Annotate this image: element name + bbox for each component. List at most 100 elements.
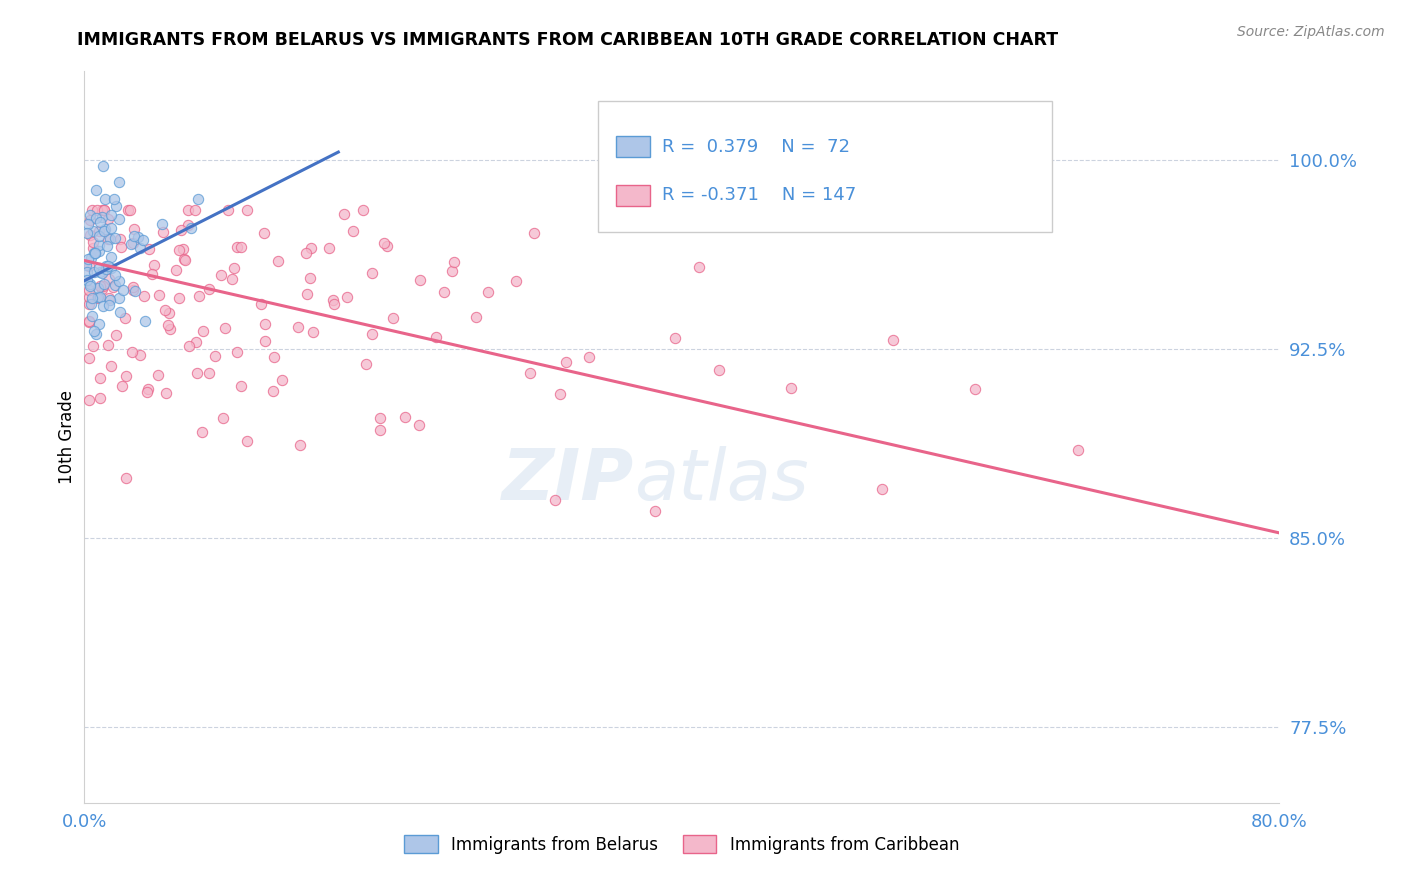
Point <box>141 267 163 281</box>
Point <box>382 311 405 326</box>
Point <box>433 285 456 299</box>
Point <box>121 345 143 359</box>
Point <box>100 359 122 374</box>
Point <box>97 292 120 306</box>
Point <box>191 425 214 439</box>
Point <box>79 227 101 242</box>
Point <box>193 324 215 338</box>
Point <box>83 246 105 260</box>
Point <box>134 314 156 328</box>
Point <box>1067 443 1090 458</box>
Point <box>441 263 464 277</box>
Point <box>100 208 122 222</box>
Point <box>373 236 395 251</box>
Point <box>87 261 110 276</box>
Point <box>76 252 98 266</box>
Point <box>709 363 731 377</box>
Point <box>198 282 221 296</box>
Point <box>89 244 111 259</box>
Point <box>170 223 193 237</box>
Point <box>132 289 155 303</box>
Point <box>93 224 115 238</box>
Point <box>103 192 125 206</box>
Point <box>97 211 120 226</box>
Point <box>361 267 384 281</box>
Point <box>89 371 111 385</box>
Point <box>477 285 499 299</box>
Point <box>110 305 132 319</box>
Point <box>368 410 391 425</box>
Point <box>287 320 309 334</box>
Point <box>110 232 132 246</box>
Point <box>89 215 111 229</box>
Point <box>91 266 114 280</box>
Point <box>100 220 122 235</box>
Text: R = -0.371    N = 147: R = -0.371 N = 147 <box>662 186 856 204</box>
Text: R =  0.379    N =  72: R = 0.379 N = 72 <box>662 137 849 156</box>
Point <box>177 203 200 218</box>
Point <box>84 326 107 341</box>
Point <box>131 233 153 247</box>
Point <box>135 385 157 400</box>
Point <box>394 410 416 425</box>
Point <box>83 324 105 338</box>
Point <box>368 423 391 437</box>
Point <box>77 315 100 329</box>
Point <box>86 203 108 218</box>
Point <box>236 434 259 449</box>
Point <box>103 231 125 245</box>
Point <box>98 298 121 312</box>
Point <box>550 386 572 401</box>
Point <box>94 259 117 273</box>
Point <box>157 318 180 332</box>
Point <box>127 230 149 244</box>
Point <box>302 326 325 340</box>
Point <box>298 270 321 285</box>
Point <box>89 279 111 293</box>
Point <box>250 297 273 311</box>
Point <box>212 410 235 425</box>
Point <box>505 274 527 288</box>
Point <box>93 203 115 218</box>
Point <box>177 219 200 233</box>
Point <box>425 329 447 343</box>
Point <box>165 263 187 277</box>
Point <box>159 322 181 336</box>
Point <box>79 213 101 227</box>
Point <box>121 279 143 293</box>
Point <box>122 229 145 244</box>
Point <box>100 251 122 265</box>
Point <box>84 183 107 197</box>
Point <box>77 259 100 273</box>
Point <box>150 217 173 231</box>
Point <box>519 366 541 380</box>
Point <box>254 317 277 331</box>
Point <box>77 297 100 311</box>
Point <box>87 281 110 295</box>
Point <box>89 224 111 238</box>
Point <box>187 193 209 207</box>
Point <box>299 242 322 256</box>
Point <box>93 203 115 218</box>
Point <box>226 239 249 253</box>
Point <box>578 350 600 364</box>
Point <box>173 252 195 267</box>
Point <box>91 210 114 224</box>
Point <box>86 291 108 305</box>
Point <box>120 236 142 251</box>
Point <box>780 381 803 395</box>
Point <box>82 339 104 353</box>
Point <box>112 283 135 297</box>
Point <box>107 291 129 305</box>
Point <box>91 299 114 313</box>
Point <box>120 203 142 218</box>
Point <box>295 287 318 301</box>
Point <box>110 240 132 254</box>
Point <box>124 284 146 298</box>
Point <box>96 238 118 252</box>
Point <box>87 317 110 331</box>
Point <box>214 320 236 334</box>
Point <box>108 175 131 189</box>
Point <box>360 327 382 342</box>
Point <box>94 222 117 236</box>
